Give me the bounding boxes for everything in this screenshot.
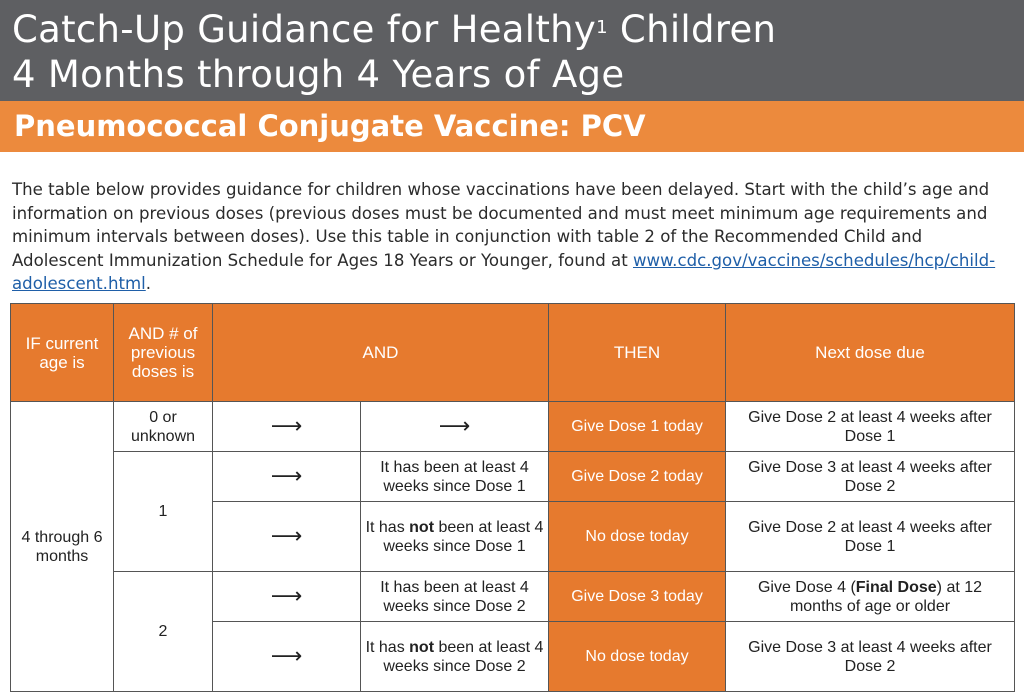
condition-cell: It has not been at least 4 weeks since D… <box>360 621 549 692</box>
previous-doses-cell: 2 <box>113 571 213 692</box>
title-footnote-marker: 1 <box>596 17 608 38</box>
next-dose-cell: Give Dose 3 at least 4 weeks after Dose … <box>725 621 1015 692</box>
catch-up-table: IF current age is AND # of previous dose… <box>10 303 1015 692</box>
condition-cell: It has not been at least 4 weeks since D… <box>360 501 549 572</box>
arrow-icon: ⟶ <box>360 401 549 452</box>
condition-cell: It has been at least 4 weeks since Dose … <box>360 571 549 622</box>
then-action-cell: No dose today <box>548 621 726 692</box>
condition-cell: It has been at least 4 weeks since Dose … <box>360 451 549 502</box>
then-action-cell: Give Dose 1 today <box>548 401 726 452</box>
arrow-icon: ⟶ <box>212 401 361 452</box>
table-row: 1 ⟶ It has been at least 4 weeks since D… <box>11 451 1015 572</box>
table-header-row: IF current age is AND # of previous dose… <box>10 303 1015 402</box>
arrow-icon: ⟶ <box>212 451 361 502</box>
page-title-line-2: 4 Months through 4 Years of Age <box>12 53 625 96</box>
arrow-icon: ⟶ <box>212 571 361 622</box>
next-dose-cell: Give Dose 2 at least 4 weeks after Dose … <box>725 501 1015 572</box>
intro-paragraph: The table below provides guidance for ch… <box>12 180 996 294</box>
title-band: Catch-Up Guidance for Healthy1 Children … <box>0 0 1024 101</box>
previous-doses-cell: 1 <box>113 451 213 572</box>
then-action-cell: Give Dose 3 today <box>548 571 726 622</box>
next-dose-cell: Give Dose 4 (Final Dose) at 12 months of… <box>725 571 1015 622</box>
arrow-icon: ⟶ <box>212 621 361 692</box>
arrow-icon: ⟶ <box>212 501 361 572</box>
previous-doses-cell: 0 or unknown <box>113 401 213 452</box>
header-next-dose: Next dose due <box>725 303 1015 402</box>
vaccine-subtitle: Pneumococcal Conjugate Vaccine: PCV <box>14 109 646 143</box>
then-action-cell: Give Dose 2 today <box>548 451 726 502</box>
table-row: ⟶ It has not been at least 4 weeks since… <box>11 621 1015 692</box>
page-title-line-1: Catch-Up Guidance for Healthy1 Children <box>12 8 777 51</box>
header-current-age: IF current age is <box>10 303 114 402</box>
header-previous-doses: AND # of previous doses is <box>113 303 213 402</box>
next-dose-cell: Give Dose 2 at least 4 weeks after Dose … <box>725 401 1015 452</box>
table-row: 4 through 6 months 0 or unknown ⟶ ⟶ Give… <box>10 401 1015 692</box>
table-row: 2 ⟶ It has been at least 4 weeks since D… <box>11 571 1015 692</box>
subtitle-band: Pneumococcal Conjugate Vaccine: PCV <box>0 101 1024 152</box>
table-row: ⟶ It has not been at least 4 weeks since… <box>11 501 1015 572</box>
cdc-schedule-link[interactable]: www.cdc.gov/vaccines/schedules/hcp/child… <box>12 250 996 294</box>
next-dose-cell: Give Dose 3 at least 4 weeks after Dose … <box>725 451 1015 502</box>
then-action-cell: No dose today <box>548 501 726 572</box>
age-group-cell: 4 through 6 months <box>10 401 114 692</box>
header-then: THEN <box>548 303 726 402</box>
header-and: AND <box>212 303 549 402</box>
